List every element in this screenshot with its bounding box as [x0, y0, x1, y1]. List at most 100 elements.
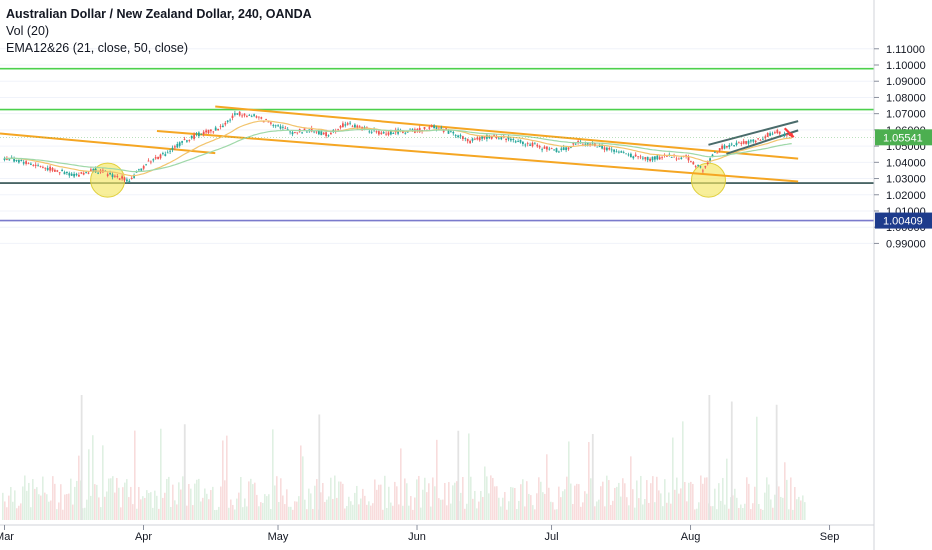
volume-bar	[474, 490, 476, 520]
time-axis[interactable]: Mar Apr May Jun Jul Aug Sep	[0, 525, 839, 543]
candle-body	[142, 166, 145, 169]
volume-bar	[446, 505, 448, 520]
candle-body	[202, 131, 205, 134]
ema-indicator-label[interactable]: EMA12&26 (21, close, 50, close)	[6, 41, 189, 55]
volume-bar	[632, 489, 634, 520]
candle-body	[519, 139, 522, 143]
candle-body	[322, 132, 325, 135]
volume-bar	[558, 486, 560, 520]
volume-bar	[518, 500, 520, 520]
volume-bar	[176, 504, 178, 520]
volume-bar	[126, 479, 128, 520]
candle-body	[608, 147, 611, 150]
volume-bar	[40, 495, 42, 520]
candle-body	[78, 174, 80, 177]
volume-bar	[750, 509, 752, 520]
candle-body	[550, 148, 553, 150]
candle-body	[42, 166, 44, 168]
volume-bar	[32, 479, 34, 520]
volume-bar	[768, 484, 770, 520]
candle-body	[474, 138, 476, 140]
candle-body	[330, 132, 332, 135]
volume-bar	[334, 475, 336, 520]
volume-bar	[700, 475, 702, 520]
candle-body	[138, 169, 140, 171]
volume-bar	[738, 507, 740, 520]
volume-bar	[504, 492, 506, 520]
volume-bar	[538, 477, 540, 520]
volume-bar	[52, 476, 54, 520]
time-axis-label: Aug	[681, 531, 701, 543]
volume-bar	[638, 498, 640, 520]
price-tag-label: 1.00409	[883, 216, 923, 228]
symbol-title[interactable]: Australian Dollar / New Zealand Dollar, …	[6, 7, 312, 21]
volume-bar	[214, 509, 216, 520]
candle-body	[632, 156, 635, 159]
volume-bar	[286, 489, 288, 520]
volume-bar	[708, 395, 711, 520]
volume-bar	[166, 478, 168, 520]
candle-body	[728, 144, 731, 148]
volume-bar	[256, 494, 258, 520]
volume-bar	[326, 499, 328, 520]
candle-body	[339, 125, 342, 128]
candle-body	[646, 156, 649, 161]
candle-body	[411, 128, 414, 130]
candle-body	[219, 126, 222, 128]
volume-bar	[174, 500, 176, 520]
candle-body	[200, 134, 203, 135]
candle-body	[706, 162, 709, 165]
volume-bar	[540, 481, 542, 520]
candle-body	[147, 160, 150, 162]
volume-bar	[590, 478, 592, 520]
candle-body	[495, 135, 498, 139]
candle-body	[642, 157, 644, 159]
candle-body	[279, 126, 282, 129]
volume-bar	[74, 486, 76, 520]
volume-bar	[652, 476, 654, 520]
price-axis-background[interactable]	[875, 0, 932, 550]
candle-body	[423, 127, 426, 129]
candle-body	[253, 114, 255, 116]
candle-body	[210, 129, 212, 132]
candle-body	[718, 148, 721, 151]
price-axis-label: 1.07000	[886, 109, 926, 121]
volume-bar	[580, 506, 582, 520]
volume-bar	[788, 509, 790, 520]
volume-bar	[730, 497, 732, 520]
volume-bar	[238, 492, 240, 520]
volume-bar	[164, 492, 166, 520]
volume-bar	[684, 482, 686, 520]
volume-bar	[528, 493, 530, 520]
volume-bar	[138, 486, 140, 520]
volume-bar	[76, 480, 78, 520]
candle-body	[49, 166, 51, 171]
volume-bar	[492, 477, 494, 520]
candle-body	[128, 180, 131, 183]
candle-body	[507, 136, 510, 140]
volume-bar	[440, 499, 442, 520]
candle-body	[265, 119, 267, 120]
volume-bar	[196, 479, 198, 520]
price-tag	[875, 129, 932, 146]
candle-body	[262, 121, 265, 123]
candle-body	[666, 155, 668, 157]
candle-body	[356, 125, 359, 128]
candle-body	[627, 154, 630, 156]
volume-bar	[596, 501, 598, 520]
volume-bar	[648, 502, 650, 520]
volume-bar	[766, 477, 768, 520]
volume-bar	[112, 476, 114, 520]
time-axis-label: Sep	[820, 531, 840, 543]
volume-bar	[380, 484, 382, 520]
volume-bar	[114, 492, 116, 520]
volume-bar	[318, 414, 321, 520]
volume-bar	[732, 495, 734, 520]
volume-bar	[494, 486, 496, 520]
candle-body	[531, 142, 534, 147]
volume-bar	[586, 493, 588, 520]
candle-body	[754, 140, 757, 143]
volume-indicator-label[interactable]: Vol (20)	[6, 24, 50, 38]
price-axis-label: 1.04000	[886, 157, 926, 169]
